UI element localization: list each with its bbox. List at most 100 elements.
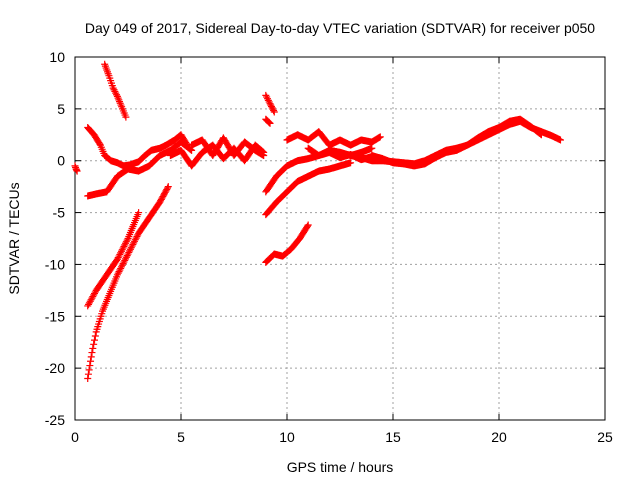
y-tick-label: -10: [45, 256, 65, 272]
data-point: [91, 332, 99, 340]
data-point: [304, 221, 312, 229]
data-point: [116, 99, 124, 107]
data-point: [117, 249, 125, 257]
data-point: [123, 252, 131, 260]
data-point: [91, 336, 99, 344]
y-tick-label: -25: [45, 412, 65, 428]
data-point: [266, 119, 274, 127]
data-point: [89, 293, 97, 301]
x-axis-label: GPS time / hours: [287, 459, 394, 475]
x-tick-label: 5: [177, 429, 185, 445]
data-point: [116, 250, 124, 258]
data-point: [133, 233, 141, 241]
data-point: [110, 86, 118, 94]
data-point: [114, 254, 122, 262]
data-point: [84, 370, 92, 378]
data-point: [270, 107, 278, 115]
data-point: [187, 146, 195, 154]
data-point: [87, 353, 95, 361]
data-point: [73, 167, 81, 175]
data-point: [113, 92, 121, 100]
data-point: [368, 144, 376, 152]
data-point: [90, 291, 98, 299]
data-series-arc-e: [84, 209, 143, 310]
data-point: [122, 238, 130, 246]
data-point: [122, 253, 130, 261]
data-point: [303, 222, 311, 230]
y-tick-label: 10: [49, 49, 65, 65]
data-series-arc-q: [368, 115, 545, 170]
data-point: [263, 93, 271, 101]
data-point: [260, 152, 268, 160]
data-point: [118, 246, 126, 254]
data-point: [87, 357, 95, 365]
data-point: [347, 159, 355, 167]
y-tick-label: -15: [45, 308, 65, 324]
data-point: [130, 239, 138, 247]
data-point: [124, 250, 132, 258]
data-point: [91, 289, 99, 297]
data-point: [96, 140, 104, 148]
data-series-arc-n: [283, 128, 384, 149]
data-point: [85, 300, 93, 308]
data-point: [113, 91, 121, 99]
data-point: [86, 297, 94, 305]
data-series-arc-l: [262, 159, 355, 219]
axis-ticks: 0 5 10 15 20 25 -25 -20 -15 -10 -5 0 5 10: [45, 49, 613, 445]
data-point: [265, 118, 273, 126]
y-axis-label: SDTVAR / TECUs: [6, 182, 22, 294]
data-point: [556, 136, 564, 144]
data-point: [122, 255, 130, 263]
data-point: [88, 349, 96, 357]
data-point: [109, 84, 117, 92]
data-point: [164, 183, 172, 191]
data-point: [88, 294, 96, 302]
data-point: [117, 264, 125, 272]
data-series-arc-i: [262, 91, 278, 116]
data-point: [113, 255, 121, 263]
data-point: [117, 263, 125, 271]
data-point: [118, 261, 126, 269]
data-point: [263, 95, 271, 103]
data-series-arc-a: [71, 162, 81, 175]
data-series-arc-b: [101, 60, 130, 121]
data-point: [85, 299, 93, 307]
data-point: [84, 375, 92, 383]
data-point: [115, 96, 123, 104]
data-point: [89, 344, 97, 352]
data-series-arc-d: [84, 138, 196, 200]
data-point: [85, 366, 93, 374]
data-point: [262, 91, 270, 99]
data-point: [132, 234, 140, 242]
data-point: [128, 242, 136, 250]
data-point: [116, 266, 124, 274]
data-point: [119, 244, 127, 252]
data-point: [186, 145, 194, 153]
data-point: [376, 133, 384, 141]
data-point: [84, 302, 92, 310]
data-point: [122, 239, 130, 247]
data-point: [131, 236, 139, 244]
data-point: [164, 184, 172, 192]
data-point: [120, 258, 128, 266]
x-tick-label: 0: [71, 429, 79, 445]
data-series-arc-f: [84, 183, 172, 383]
data-point: [115, 252, 123, 260]
x-tick-label: 15: [385, 429, 401, 445]
data-point: [129, 240, 137, 248]
data-point: [114, 269, 122, 277]
data-series-arc-c: [84, 124, 191, 170]
data-point: [126, 247, 134, 255]
data-point: [121, 241, 129, 249]
data-series-arc-j: [262, 115, 274, 127]
y-tick-label: -20: [45, 360, 65, 376]
data-series-arc-h: [188, 134, 268, 160]
y-tick-label: 5: [57, 101, 65, 117]
data-point: [265, 119, 273, 127]
x-tick-label: 20: [491, 429, 507, 445]
data-point: [264, 96, 272, 104]
data-point: [135, 209, 143, 217]
data-point: [265, 98, 273, 106]
data-point: [111, 87, 119, 95]
